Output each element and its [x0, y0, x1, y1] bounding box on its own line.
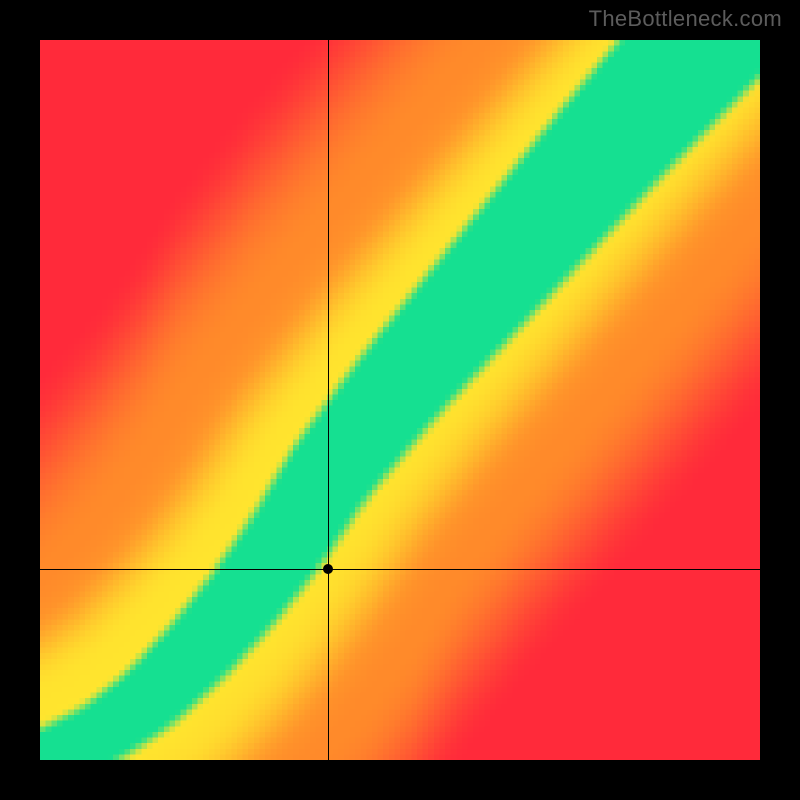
crosshair-marker: [323, 564, 333, 574]
watermark-text: TheBottleneck.com: [589, 6, 782, 32]
heatmap-plot: [40, 40, 760, 760]
crosshair-vertical: [328, 40, 329, 760]
crosshair-horizontal: [40, 569, 760, 570]
heatmap-canvas: [40, 40, 760, 760]
